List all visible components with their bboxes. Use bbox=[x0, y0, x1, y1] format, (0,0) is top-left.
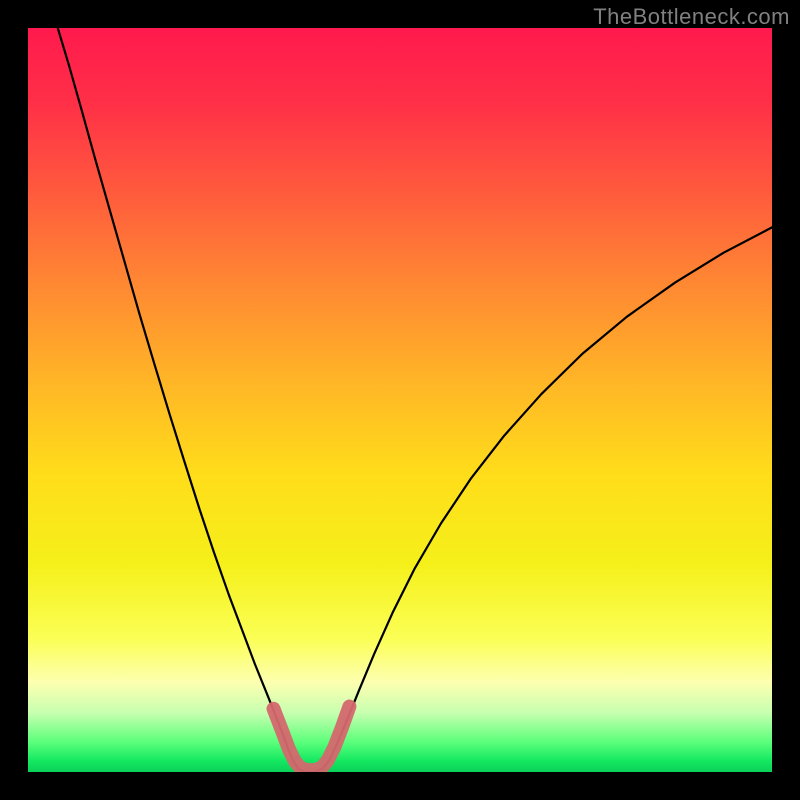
watermark-text: TheBottleneck.com bbox=[593, 4, 790, 30]
chart-frame: TheBottleneck.com bbox=[0, 0, 800, 800]
plot-background bbox=[28, 28, 772, 772]
bottleneck-chart bbox=[0, 0, 800, 800]
